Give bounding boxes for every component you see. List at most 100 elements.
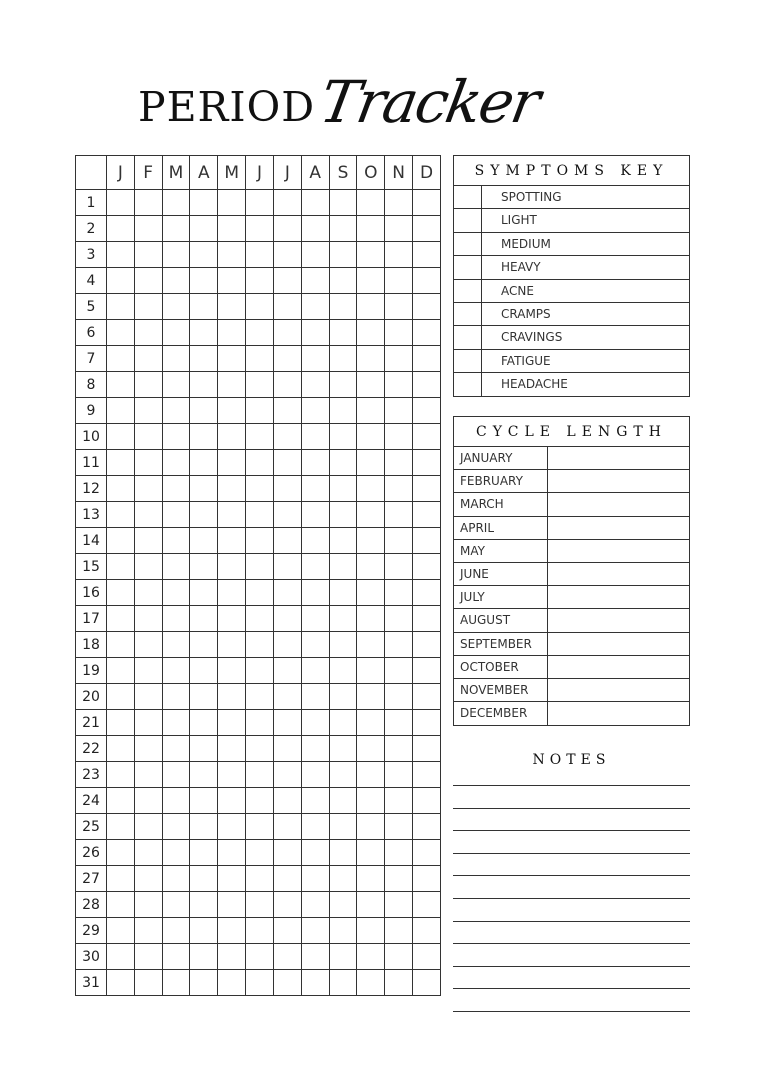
tracker-cell[interactable]	[217, 605, 247, 632]
tracker-cell[interactable]	[356, 605, 386, 632]
tracker-cell[interactable]	[189, 657, 219, 684]
symptom-swatch[interactable]	[454, 209, 482, 232]
tracker-cell[interactable]	[272, 657, 302, 684]
tracker-cell[interactable]	[272, 709, 302, 736]
tracker-cell[interactable]	[189, 319, 219, 346]
tracker-cell[interactable]	[189, 293, 219, 320]
tracker-cell[interactable]	[105, 839, 135, 866]
tracker-cell[interactable]	[412, 215, 441, 242]
notes-line[interactable]	[453, 852, 690, 854]
tracker-cell[interactable]	[328, 189, 358, 216]
tracker-cell[interactable]	[272, 371, 302, 398]
tracker-cell[interactable]	[384, 215, 414, 242]
tracker-cell[interactable]	[300, 631, 330, 658]
tracker-cell[interactable]	[272, 189, 302, 216]
tracker-cell[interactable]	[105, 605, 135, 632]
tracker-cell[interactable]	[412, 969, 441, 996]
tracker-cell[interactable]	[412, 501, 441, 528]
tracker-cell[interactable]	[245, 527, 274, 554]
tracker-cell[interactable]	[356, 787, 386, 814]
tracker-cell[interactable]	[300, 917, 330, 944]
tracker-cell[interactable]	[105, 735, 135, 762]
tracker-cell[interactable]	[384, 501, 414, 528]
tracker-cell[interactable]	[356, 709, 386, 736]
cycle-length-field[interactable]	[548, 609, 689, 631]
tracker-cell[interactable]	[356, 475, 386, 502]
tracker-cell[interactable]	[133, 293, 163, 320]
tracker-cell[interactable]	[217, 345, 247, 372]
tracker-cell[interactable]	[217, 735, 247, 762]
tracker-cell[interactable]	[133, 501, 163, 528]
tracker-cell[interactable]	[300, 397, 330, 424]
tracker-cell[interactable]	[356, 189, 386, 216]
tracker-cell[interactable]	[245, 605, 274, 632]
tracker-cell[interactable]	[412, 449, 441, 476]
tracker-cell[interactable]	[105, 189, 135, 216]
tracker-cell[interactable]	[300, 735, 330, 762]
tracker-cell[interactable]	[189, 813, 219, 840]
tracker-cell[interactable]	[272, 527, 302, 554]
tracker-cell[interactable]	[356, 397, 386, 424]
tracker-cell[interactable]	[217, 319, 247, 346]
tracker-cell[interactable]	[300, 865, 330, 892]
tracker-cell[interactable]	[356, 501, 386, 528]
tracker-cell[interactable]	[412, 735, 441, 762]
tracker-cell[interactable]	[412, 371, 441, 398]
tracker-cell[interactable]	[356, 683, 386, 710]
tracker-cell[interactable]	[189, 241, 219, 268]
tracker-cell[interactable]	[384, 813, 414, 840]
tracker-cell[interactable]	[272, 501, 302, 528]
tracker-cell[interactable]	[161, 761, 191, 788]
tracker-cell[interactable]	[328, 813, 358, 840]
tracker-cell[interactable]	[384, 371, 414, 398]
tracker-cell[interactable]	[105, 865, 135, 892]
tracker-cell[interactable]	[189, 891, 219, 918]
tracker-cell[interactable]	[328, 475, 358, 502]
tracker-cell[interactable]	[300, 371, 330, 398]
tracker-cell[interactable]	[356, 813, 386, 840]
tracker-cell[interactable]	[300, 501, 330, 528]
notes-line[interactable]	[453, 807, 690, 809]
tracker-cell[interactable]	[412, 839, 441, 866]
tracker-cell[interactable]	[105, 891, 135, 918]
tracker-cell[interactable]	[300, 267, 330, 294]
tracker-cell[interactable]	[217, 527, 247, 554]
tracker-cell[interactable]	[412, 267, 441, 294]
tracker-cell[interactable]	[105, 371, 135, 398]
cycle-length-field[interactable]	[548, 679, 689, 701]
tracker-cell[interactable]	[272, 943, 302, 970]
tracker-cell[interactable]	[133, 397, 163, 424]
tracker-cell[interactable]	[217, 553, 247, 580]
tracker-cell[interactable]	[217, 683, 247, 710]
tracker-cell[interactable]	[300, 657, 330, 684]
tracker-cell[interactable]	[245, 865, 274, 892]
tracker-cell[interactable]	[105, 813, 135, 840]
tracker-cell[interactable]	[356, 943, 386, 970]
tracker-cell[interactable]	[161, 683, 191, 710]
tracker-cell[interactable]	[161, 215, 191, 242]
tracker-cell[interactable]	[356, 865, 386, 892]
tracker-cell[interactable]	[328, 319, 358, 346]
tracker-cell[interactable]	[133, 527, 163, 554]
tracker-cell[interactable]	[161, 657, 191, 684]
tracker-cell[interactable]	[161, 501, 191, 528]
tracker-cell[interactable]	[189, 189, 219, 216]
tracker-cell[interactable]	[105, 215, 135, 242]
tracker-cell[interactable]	[245, 761, 274, 788]
tracker-cell[interactable]	[356, 241, 386, 268]
tracker-cell[interactable]	[300, 345, 330, 372]
tracker-cell[interactable]	[105, 423, 135, 450]
tracker-cell[interactable]	[328, 839, 358, 866]
tracker-cell[interactable]	[217, 215, 247, 242]
tracker-cell[interactable]	[300, 527, 330, 554]
tracker-cell[interactable]	[189, 683, 219, 710]
cycle-length-field[interactable]	[548, 470, 689, 492]
tracker-cell[interactable]	[189, 709, 219, 736]
tracker-cell[interactable]	[133, 969, 163, 996]
tracker-cell[interactable]	[133, 605, 163, 632]
tracker-cell[interactable]	[105, 683, 135, 710]
tracker-cell[interactable]	[133, 267, 163, 294]
tracker-cell[interactable]	[328, 501, 358, 528]
cycle-length-field[interactable]	[548, 447, 689, 469]
tracker-cell[interactable]	[384, 319, 414, 346]
